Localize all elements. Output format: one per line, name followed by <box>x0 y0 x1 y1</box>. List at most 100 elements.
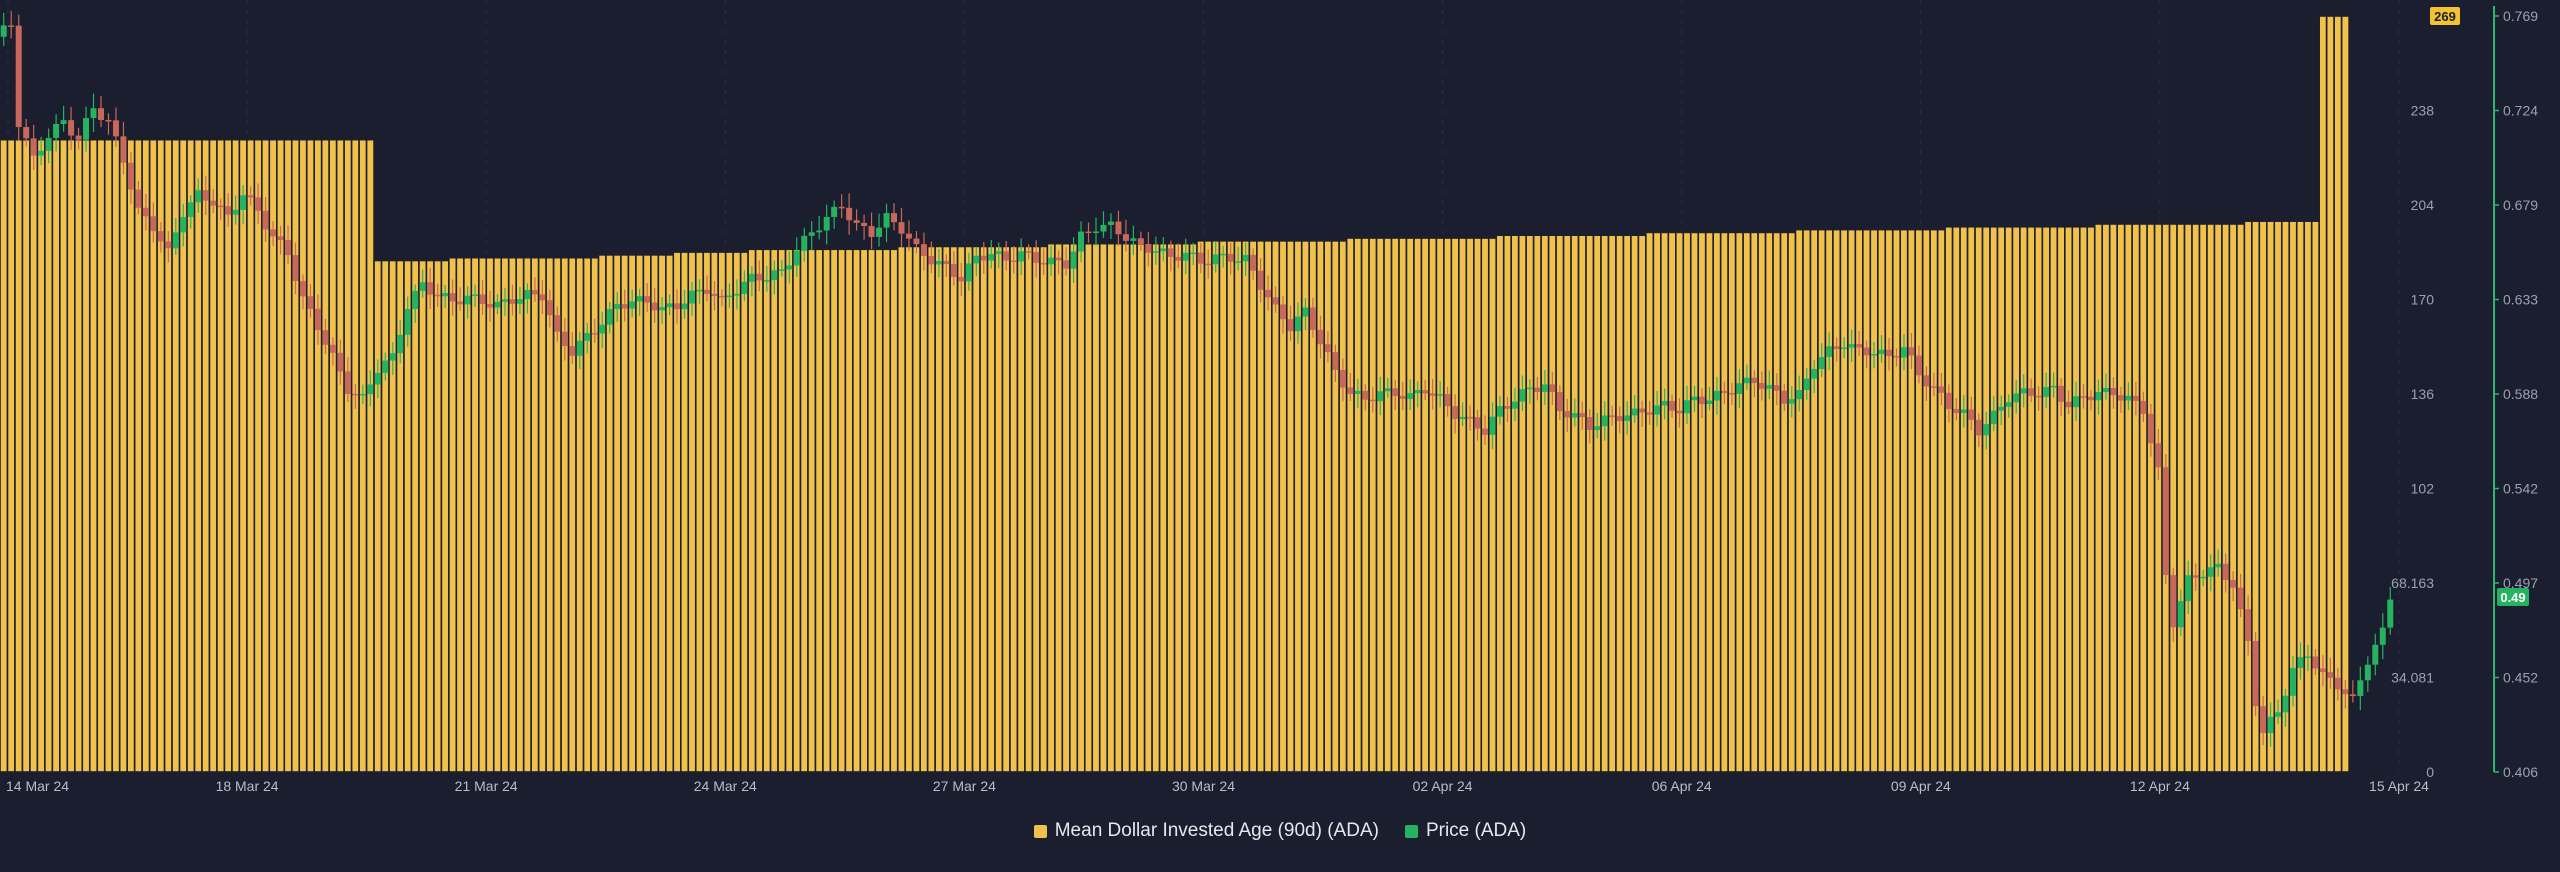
mdia-bar <box>829 248 839 773</box>
price-candle-body <box>2372 644 2379 665</box>
mdia-bar <box>1951 225 1961 773</box>
mdia-bar <box>223 138 233 773</box>
mdia-bar <box>799 248 809 773</box>
mdia-bar <box>1226 240 1236 773</box>
mdia-bar <box>343 138 353 773</box>
mdia-bar <box>2041 225 2051 773</box>
price-candle-body <box>337 352 344 372</box>
mdia-bar <box>126 138 136 773</box>
price-candle-body <box>142 207 149 217</box>
mdia-bar <box>2056 225 2066 773</box>
mdia-bar <box>769 248 779 773</box>
legend-item-mdia[interactable]: Mean Dollar Invested Age (90d) (ADA) <box>1033 820 1379 842</box>
mdia-bar <box>650 254 660 773</box>
price-candle-body <box>1923 375 1930 387</box>
legend-item-price[interactable]: Price (ADA) <box>1404 820 1527 842</box>
price-candle-body <box>808 232 815 236</box>
mdia-bar <box>859 248 869 773</box>
mdia-bar <box>88 138 99 773</box>
mdia-bar <box>1817 228 1827 773</box>
mdia-bar <box>2303 220 2313 773</box>
mdia-bar <box>418 259 428 773</box>
mdia-bar <box>1241 240 1251 773</box>
price-candle-body <box>419 282 426 291</box>
price-candle-body <box>2245 609 2252 641</box>
price-candle-body <box>576 340 583 356</box>
price-candle-body <box>232 209 239 215</box>
mdia-bar <box>687 251 697 773</box>
price-candle-body <box>2147 413 2154 444</box>
price-candle-body <box>516 299 523 304</box>
price-candle-body <box>1324 344 1331 353</box>
price-candle-body <box>838 206 845 209</box>
price-candle-body <box>68 120 75 136</box>
mdia-bar <box>81 138 91 773</box>
price-candle-body <box>1130 238 1137 241</box>
price-candle-body <box>816 230 823 233</box>
legend-label-price: Price (ADA) <box>1425 820 1527 841</box>
mdia-bar <box>1742 231 1752 773</box>
chart-legend: Mean Dollar Invested Age (90d) (ADA) Pri… <box>0 820 2560 842</box>
price-candle-body <box>2252 640 2259 707</box>
price-candle-body <box>1302 307 1309 317</box>
left-axis-tick-label: 102 <box>2411 481 2435 497</box>
mdia-bar <box>1203 240 1213 773</box>
mdia-bar <box>1271 240 1281 773</box>
mdia-bar <box>1039 245 1049 773</box>
mdia-bar <box>612 254 622 773</box>
price-candle-body <box>1945 392 1952 409</box>
price-candle-body <box>1900 347 1907 358</box>
price-candle-body <box>1003 251 1010 261</box>
price-candle-body <box>853 220 860 223</box>
mdia-bar <box>837 248 847 773</box>
price-candle-body <box>2132 395 2139 401</box>
price-candle-body <box>157 231 164 242</box>
price-candle-body <box>1796 390 1803 400</box>
price-candle-body <box>90 108 97 119</box>
price-candle-body <box>0 25 7 37</box>
mdia-bar <box>814 248 824 773</box>
price-candle-body <box>307 296 314 309</box>
mdia-bar <box>2213 223 2223 773</box>
mdia-bar <box>2340 15 2350 773</box>
price-candle-body <box>584 333 591 341</box>
price-candle-body <box>1676 410 1683 414</box>
mdia-bar <box>657 254 667 773</box>
mdia-bar <box>2064 225 2074 773</box>
price-candle-body <box>1743 377 1750 384</box>
price-candle-body <box>38 150 45 156</box>
price-candle-body <box>1631 408 1638 416</box>
mdia-bar <box>1914 228 1924 773</box>
price-candle-body <box>883 213 890 228</box>
price-candle-body <box>494 301 501 308</box>
mdia-bar <box>1136 242 1146 773</box>
price-candle-body <box>2088 396 2095 401</box>
price-candle-body <box>1482 428 1489 435</box>
mdia-bar <box>717 251 727 773</box>
mdia-bar <box>365 138 375 773</box>
price-candle-body <box>1489 416 1496 435</box>
price-candle-body <box>554 315 561 332</box>
price-candle-body <box>741 281 748 294</box>
price-candle-body <box>262 210 269 230</box>
price-candle-body <box>659 307 666 311</box>
mdia-bar <box>1383 237 1393 773</box>
mdia-bar <box>1615 234 1625 773</box>
mdia-bar <box>777 248 787 773</box>
mdia-bar <box>1906 228 1916 773</box>
mdia-bar <box>320 138 330 773</box>
price-candle-body <box>2327 672 2334 678</box>
price-candle-body <box>1691 396 1698 401</box>
mdia-bar <box>1974 225 1984 773</box>
mdia-bar <box>2034 225 2044 773</box>
mdia-bar <box>1181 242 1191 773</box>
mdia-bar <box>1510 234 1520 773</box>
price-candle-body <box>1392 388 1399 396</box>
mdia-bar <box>1375 237 1385 773</box>
price-candle-body <box>1856 344 1863 348</box>
x-axis-tick-label: 21 Mar 24 <box>455 778 518 794</box>
mdia-bar <box>635 254 645 773</box>
mdia-bar <box>1188 242 1198 773</box>
price-candle-body <box>958 277 965 282</box>
